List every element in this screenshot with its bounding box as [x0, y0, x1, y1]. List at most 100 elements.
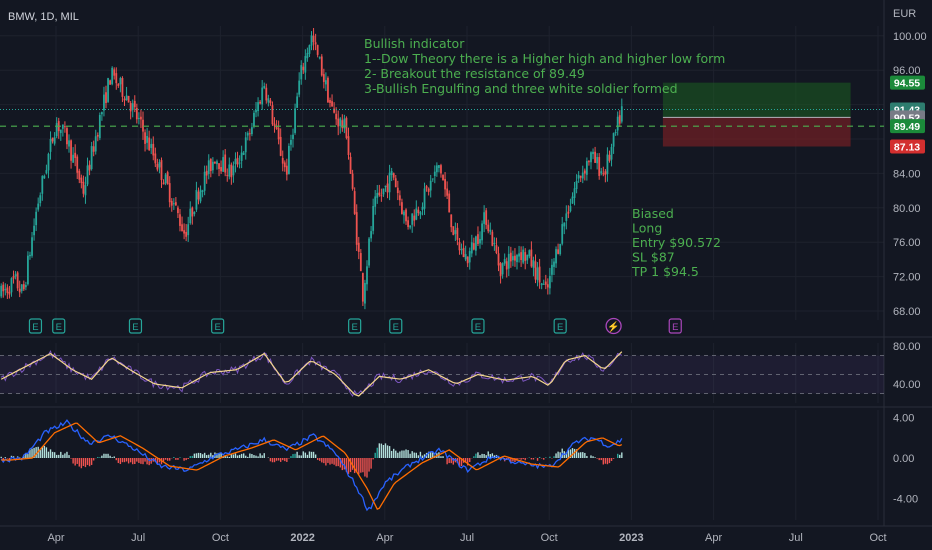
candle-body — [532, 260, 535, 268]
earnings-icon[interactable]: E — [553, 318, 567, 334]
candle-body — [189, 208, 192, 224]
candle-body — [583, 170, 586, 174]
candle-body — [137, 117, 140, 119]
candle-body — [588, 161, 590, 163]
candle-body — [472, 243, 475, 250]
candle-body — [364, 282, 366, 304]
candle-body — [288, 145, 290, 175]
candle-body — [277, 128, 280, 140]
earnings-icon-glyph: E — [557, 322, 563, 333]
candle-body — [154, 153, 157, 164]
candle-body — [78, 170, 81, 180]
stop-loss-zone[interactable] — [662, 117, 851, 147]
earnings-icon[interactable]: E — [128, 318, 143, 334]
earnings-icon[interactable]: E — [668, 318, 682, 334]
candle-body — [135, 107, 138, 120]
rsi-tick-label: 40.00 — [893, 379, 921, 391]
candle-body — [585, 161, 588, 175]
candle-body — [123, 98, 126, 101]
rsi-pane: 80.00 40.00 — [0, 341, 921, 398]
time-tick-label: Oct — [869, 532, 886, 544]
candle-body — [355, 212, 358, 245]
candle-body — [548, 276, 551, 289]
price-tick-label: 96.00 — [893, 65, 921, 77]
earnings-icon-glyph: E — [351, 322, 357, 333]
candle-body — [390, 171, 393, 176]
candle-body — [614, 132, 617, 134]
candle-body — [292, 134, 294, 140]
candle-body — [573, 188, 576, 198]
candle-body — [368, 238, 370, 266]
candle-body — [39, 195, 42, 204]
candle-body — [251, 127, 253, 135]
trade-note-line: Entry $90.572 — [632, 235, 721, 250]
candle-body — [419, 212, 422, 215]
indicator-note-line: 2- Breakout the resistance of 89.49 — [364, 66, 585, 81]
candle-body — [296, 96, 299, 108]
earnings-icon[interactable]: E — [471, 318, 485, 334]
position-zones[interactable] — [662, 82, 851, 147]
candle-body — [359, 253, 362, 272]
earnings-icon[interactable]: E — [348, 318, 362, 334]
time-tick-label: Jul — [789, 532, 803, 544]
candle-body — [158, 162, 161, 168]
earnings-icon-frame — [348, 318, 362, 334]
earnings-icon[interactable]: E — [52, 318, 66, 334]
candle-body — [546, 284, 549, 288]
earnings-icon[interactable]: E — [28, 318, 43, 334]
candle-body — [497, 253, 500, 266]
indicator-note-line: 1--Dow Theory there is a Higher high and… — [364, 51, 725, 66]
candle-body — [349, 156, 352, 174]
candle-body — [172, 203, 175, 205]
candle-body — [530, 249, 533, 267]
candle-body — [511, 256, 514, 261]
rsi-tick-label: 80.00 — [893, 341, 921, 353]
candle-body — [228, 164, 231, 177]
candle-body — [45, 170, 48, 174]
candle-body — [396, 187, 399, 194]
candle-body — [596, 157, 599, 164]
candle-body — [357, 242, 360, 252]
candle-body — [353, 191, 356, 214]
candle-body — [386, 183, 389, 193]
price-tick-label: 68.00 — [893, 306, 921, 318]
candle-body — [29, 254, 31, 257]
candle-body — [489, 229, 492, 232]
target-zone[interactable] — [662, 82, 851, 118]
candle-body — [528, 250, 531, 257]
candle-body — [12, 276, 15, 279]
candle-body — [187, 224, 190, 236]
earnings-icon-glyph: E — [132, 322, 138, 333]
candle-body — [170, 200, 173, 206]
candle-body — [520, 252, 523, 260]
candle-body — [491, 231, 494, 246]
candle-body — [466, 256, 469, 264]
earnings-icon[interactable]: E — [211, 318, 225, 334]
candle-body — [144, 132, 146, 144]
candle-body — [49, 138, 52, 152]
candle-body — [329, 99, 331, 103]
candle-body — [392, 173, 395, 178]
candle-body — [421, 206, 424, 210]
candle-body — [335, 113, 338, 120]
earnings-icon-frame — [389, 318, 403, 334]
earnings-icon[interactable]: E — [389, 318, 403, 334]
candle-body — [211, 161, 214, 171]
time-tick-label: Apr — [376, 532, 393, 544]
candle-body — [125, 95, 128, 101]
candle-body — [460, 249, 463, 251]
candle-body — [265, 87, 268, 101]
dividend-flash-icon[interactable]: ⚡ — [605, 317, 622, 335]
candle-body — [604, 171, 607, 175]
candle-body — [275, 126, 278, 129]
time-axis[interactable]: Apr Jul Oct 2022 Apr Jul Oct 2023 Apr Jul Oct — [47, 532, 886, 544]
candle-body — [522, 249, 525, 263]
candle-body — [203, 171, 206, 191]
event-markers[interactable]: E E E E E E E E ⚡ E — [28, 317, 682, 335]
candle-body — [501, 263, 504, 275]
macd-pane: 4.00 0.00 -4.00 — [0, 413, 918, 512]
price-axis[interactable]: 68.00 72.00 76.00 80.00 84.00 96.00 100.00 — [893, 31, 927, 318]
candle-body — [290, 140, 292, 145]
